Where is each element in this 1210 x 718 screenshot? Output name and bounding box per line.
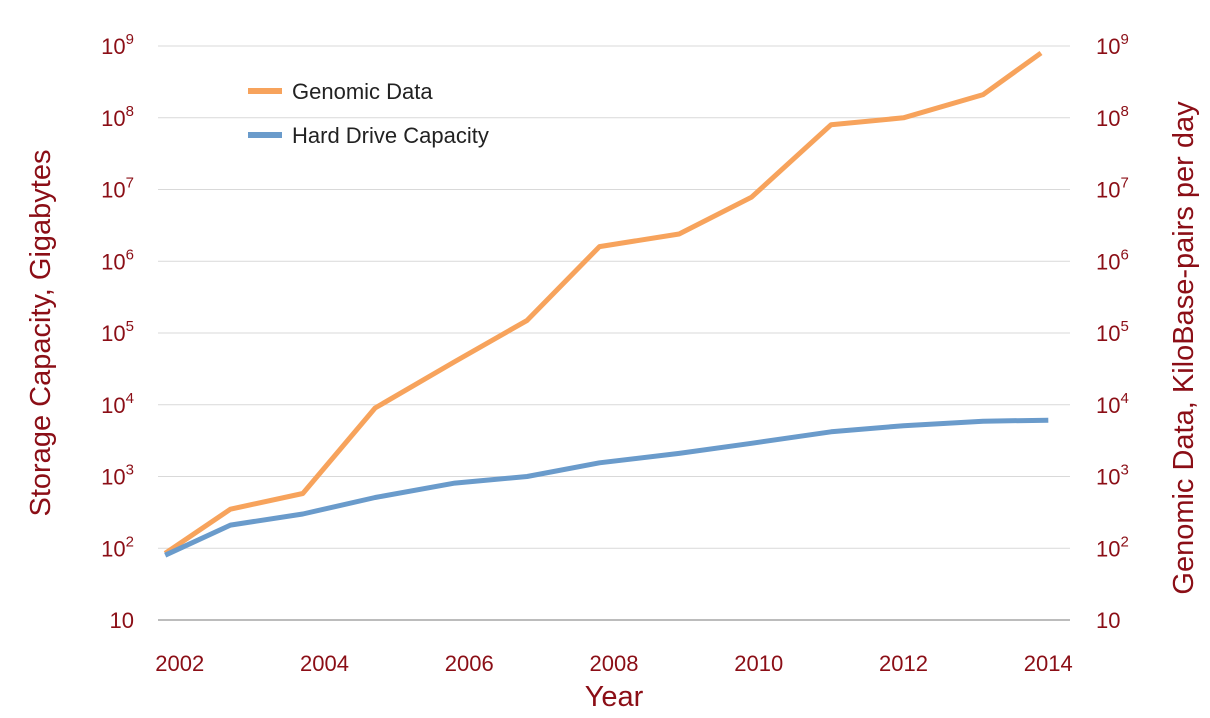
y-left-tick-label: 103: [101, 462, 134, 490]
y-right-tick-label: 104: [1096, 390, 1129, 418]
y-left-tick-label: 104: [101, 390, 134, 418]
y-left-tick-label: 106: [101, 246, 134, 274]
y-right-tick-label: 108: [1096, 103, 1129, 131]
x-tick-label: 2008: [590, 651, 639, 676]
y-right-tick-label: 10: [1096, 608, 1120, 633]
x-axis-title: Year: [585, 681, 644, 713]
y-left-tick-label: 10: [110, 608, 134, 633]
y-left-tick-label: 105: [101, 318, 134, 346]
y-right-tick-label: 103: [1096, 462, 1129, 490]
series-line-hard-drive-capacity: [164, 417, 1049, 558]
x-tick-label: 2002: [155, 651, 204, 676]
series-line-genomic-data: [163, 50, 1043, 556]
y-right-tick-label: 106: [1096, 246, 1129, 274]
gridlines: [158, 45, 1070, 621]
x-tick-label: 2010: [734, 651, 783, 676]
y-left-tick-label: 107: [101, 175, 134, 203]
y-right-tick-label: 107: [1096, 175, 1129, 203]
x-tick-label: 2004: [300, 651, 349, 676]
x-tick-label: 2014: [1024, 651, 1073, 676]
series-lines: [163, 50, 1049, 558]
x-axis-ticks: 2002 2004 2006 2008 2010 2012 2014: [155, 651, 1073, 676]
x-tick-label: 2006: [445, 651, 494, 676]
y-left-tick-label: 109: [101, 31, 134, 59]
legend-label-hard-drive-capacity: Hard Drive Capacity: [292, 123, 489, 148]
y-axis-right-title: Genomic Data, KiloBase-pairs per day: [1168, 101, 1200, 595]
y-left-tick-label: 102: [101, 533, 134, 561]
y-right-tick-label: 102: [1096, 533, 1129, 561]
y-left-tick-label: 108: [101, 103, 134, 131]
x-tick-label: 2012: [879, 651, 928, 676]
legend-label-genomic-data: Genomic Data: [292, 79, 433, 104]
legend: Genomic Data Hard Drive Capacity: [248, 79, 489, 148]
y-axis-left-ticks: 10 102 103 104 105 106 107 108 109: [101, 31, 134, 633]
y-right-tick-label: 109: [1096, 31, 1129, 59]
y-axis-right-ticks: 10 102 103 104 105 106 107 108 109: [1096, 31, 1129, 633]
y-right-tick-label: 105: [1096, 318, 1129, 346]
y-axis-left-title: Storage Capacity, Gigabytes: [25, 150, 57, 517]
